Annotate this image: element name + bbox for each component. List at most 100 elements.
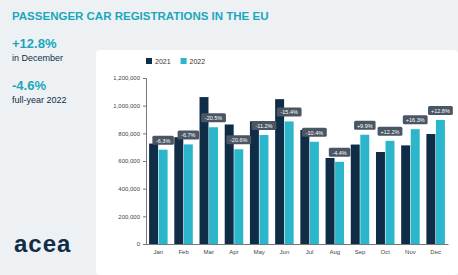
y-tick-label: 800,000 — [118, 131, 140, 137]
x-tick: Oct — [381, 249, 391, 255]
y-tick-mark — [143, 106, 146, 107]
bar — [310, 142, 319, 244]
bar — [335, 162, 344, 244]
bar — [411, 129, 420, 244]
change-label: -6.3% — [156, 138, 170, 144]
bar — [326, 158, 335, 244]
annotation: -4.6%full-year 2022 — [12, 78, 67, 105]
x-tick: Dec — [430, 249, 441, 255]
y-axis: 0 200,000 400,000 600,000 800,000 1,000,000 1,… — [113, 75, 146, 247]
x-tick: Mar — [204, 249, 214, 255]
change-label: +16.3% — [406, 117, 425, 123]
y-tick: 0 — [137, 241, 146, 247]
change-label: -20.5% — [205, 115, 223, 121]
x-tick: Jul — [306, 249, 314, 255]
bar — [234, 149, 243, 244]
chart: PASSENGER CAR REGISTRATIONS IN THE EU +12… — [0, 0, 458, 275]
x-tick: Aug — [329, 249, 340, 255]
change-label: -11.2% — [255, 123, 272, 129]
change-label-box — [226, 135, 251, 144]
change-label-box — [201, 113, 226, 122]
change-label: -20.6% — [230, 137, 248, 143]
change-label: -4.4% — [332, 150, 346, 156]
bar — [149, 144, 158, 244]
y-tick-mark — [143, 78, 146, 79]
change-label-box — [277, 107, 302, 116]
x-tick: Feb — [178, 249, 189, 255]
legend-label: 2022 — [190, 58, 206, 65]
x-tick-label: Aug — [329, 249, 340, 255]
y-tick-mark — [143, 133, 146, 134]
x-tick-label: Jan — [154, 249, 164, 255]
x-tick: May — [254, 249, 265, 255]
x-tick: Sep — [355, 249, 366, 255]
bars — [149, 97, 445, 244]
y-tick-mark — [143, 244, 146, 245]
logo: acea — [14, 230, 71, 257]
y-tick: 400,000 — [118, 186, 146, 192]
change-label-box — [354, 121, 376, 130]
bar — [300, 130, 309, 244]
x-tick: Nov — [405, 249, 416, 255]
x-axis: Jan Feb Mar Apr May Jun Jul Aug Sep Oct Nov Dec — [147, 245, 449, 256]
y-tick-label: 600,000 — [118, 158, 140, 164]
change-label-box — [178, 130, 200, 139]
x-axis-line — [147, 244, 449, 245]
change-label-box — [329, 148, 351, 157]
bar — [436, 120, 445, 244]
x-tick-label: Jun — [280, 249, 290, 255]
x-tick-label: May — [254, 249, 265, 255]
y-tick-label: 400,000 — [118, 186, 140, 192]
y-tick-mark — [143, 161, 146, 162]
change-label-box — [378, 127, 403, 136]
y-axis-line — [143, 79, 147, 245]
x-tick-label: Jul — [306, 249, 314, 255]
x-tick-label: Dec — [430, 249, 441, 255]
legend-swatch — [181, 58, 187, 64]
change-label: -10.4% — [306, 130, 324, 136]
y-tick-label: 200,000 — [118, 214, 140, 220]
y-tick-mark — [143, 216, 146, 217]
bar — [360, 135, 369, 244]
title: PASSENGER CAR REGISTRATIONS IN THE EU — [12, 10, 268, 22]
bar — [174, 137, 183, 244]
bar — [275, 99, 284, 244]
change-label-box — [403, 115, 428, 124]
change-label: +12.8% — [431, 108, 450, 114]
bar — [184, 144, 193, 244]
y-tick: 800,000 — [118, 131, 146, 137]
x-tick-label: Sep — [355, 249, 366, 255]
legend-label: 2021 — [155, 58, 171, 65]
panel — [96, 50, 458, 275]
bar — [376, 152, 385, 244]
bar — [285, 121, 294, 244]
y-tick-label: 1,200,000 — [113, 75, 140, 81]
y-tick-label: 1,000,000 — [113, 103, 140, 109]
x-tick-label: Nov — [405, 249, 416, 255]
y-tick-label: 0 — [137, 241, 141, 247]
x-tick-label: Oct — [381, 249, 391, 255]
bar — [426, 134, 435, 244]
x-tick-label: Apr — [229, 249, 238, 255]
change-label-box — [252, 121, 277, 130]
x-tick-label: Mar — [204, 249, 214, 255]
x-tick: Apr — [229, 249, 238, 255]
annotation: +12.8%in December — [12, 36, 63, 63]
y-tick: 1,200,000 — [113, 75, 146, 81]
bar — [209, 127, 218, 244]
x-tick-label: Feb — [178, 249, 189, 255]
y-tick: 200,000 — [118, 214, 146, 220]
y-tick-mark — [143, 189, 146, 190]
bar — [401, 145, 410, 244]
change-label: +9.9% — [357, 123, 373, 129]
bar — [259, 135, 268, 244]
change-label: -6.7% — [181, 132, 195, 138]
x-tick: Jan — [154, 249, 164, 255]
y-tick: 600,000 — [118, 158, 146, 164]
change-label-box — [428, 106, 453, 115]
legend-swatch — [146, 58, 152, 64]
y-tick: 1,000,000 — [113, 103, 146, 109]
bar — [351, 145, 360, 244]
change-label-box — [152, 136, 174, 145]
bar — [159, 150, 168, 244]
